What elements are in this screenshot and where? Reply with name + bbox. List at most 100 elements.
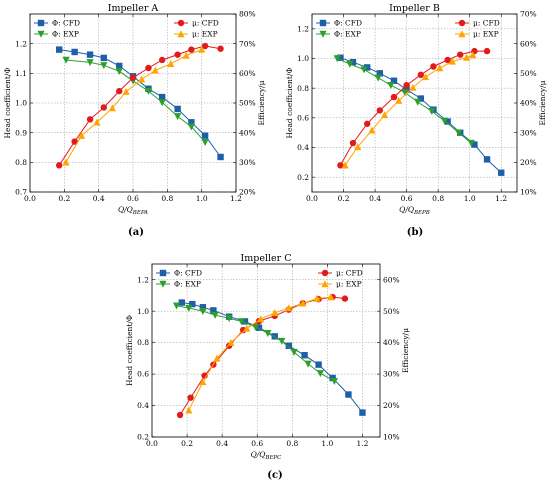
data-point bbox=[341, 295, 349, 302]
y-left-tick-label: 0.9 bbox=[15, 128, 27, 137]
data-point bbox=[187, 394, 194, 401]
x-tick-label: 0.8 bbox=[286, 439, 298, 448]
data-point bbox=[201, 42, 209, 50]
data-point bbox=[462, 53, 471, 61]
y-right-tick-label: 50% bbox=[520, 69, 537, 78]
data-point bbox=[77, 131, 86, 139]
legend-marker bbox=[458, 19, 466, 27]
legend-label: μ: CFD bbox=[192, 19, 219, 28]
data-point bbox=[198, 45, 206, 53]
panel-caption: (c) bbox=[267, 470, 283, 481]
data-point bbox=[62, 158, 70, 166]
data-point bbox=[182, 51, 190, 59]
chart-panel-c: 0.0 0.2 0.4 0.6 0.8 1.0 1.20.20.40.60.81.01.21… bbox=[125, 253, 410, 481]
data-point bbox=[483, 156, 491, 163]
data-point bbox=[217, 153, 224, 161]
y-right-tick-label: 40% bbox=[239, 128, 256, 137]
data-point bbox=[225, 315, 233, 323]
data-point bbox=[301, 352, 308, 359]
data-point bbox=[421, 73, 430, 81]
legend-label: μ: EXP bbox=[192, 30, 218, 39]
series-line bbox=[176, 305, 335, 382]
plot-frame bbox=[151, 263, 381, 438]
x-tick-label: 0.6 bbox=[127, 194, 139, 203]
y-left-tick-label: 1.2 bbox=[15, 39, 27, 48]
x-tick-label: 0.4 bbox=[216, 439, 228, 448]
data-point bbox=[187, 123, 195, 131]
data-point bbox=[278, 337, 286, 345]
legend-marker bbox=[458, 30, 466, 38]
y-right-tick-label: 40% bbox=[520, 99, 537, 108]
data-point bbox=[116, 62, 123, 70]
y-right-tick-label: 50% bbox=[383, 307, 400, 316]
legend-label: Φ: EXP bbox=[174, 280, 201, 289]
legend-marker bbox=[37, 19, 45, 27]
data-point bbox=[346, 60, 354, 68]
data-point bbox=[403, 82, 410, 89]
y-axis-label-right: Efficiency/μ bbox=[401, 328, 410, 373]
data-point bbox=[327, 293, 335, 301]
y-left-tick-label: 0.6 bbox=[137, 370, 149, 379]
data-point bbox=[62, 56, 70, 64]
data-point bbox=[414, 98, 422, 106]
legend-marker bbox=[177, 19, 185, 27]
data-point bbox=[217, 45, 224, 52]
series-line bbox=[65, 49, 202, 163]
data-point bbox=[144, 87, 153, 95]
legend-marker bbox=[321, 280, 329, 288]
y-left-tick-label: 0.4 bbox=[297, 143, 309, 152]
y-right-tick-label: 20% bbox=[520, 158, 537, 167]
y-right-tick-label: 30% bbox=[239, 158, 256, 167]
data-point bbox=[108, 104, 116, 112]
legend-label: μ: EXP bbox=[473, 30, 499, 39]
data-point bbox=[448, 57, 456, 65]
x-tick-label: 0.4 bbox=[93, 194, 105, 203]
data-point bbox=[199, 307, 207, 315]
data-point bbox=[255, 324, 263, 331]
legend-label: Φ: EXP bbox=[334, 30, 361, 39]
data-point bbox=[158, 56, 166, 64]
data-point bbox=[376, 107, 384, 114]
series-line bbox=[179, 296, 345, 416]
data-point bbox=[210, 307, 217, 314]
y-left-tick-label: 0.7 bbox=[15, 188, 27, 197]
data-point bbox=[483, 47, 491, 55]
data-point bbox=[401, 89, 409, 97]
data-point bbox=[428, 107, 436, 115]
data-point bbox=[271, 308, 279, 316]
data-point bbox=[185, 304, 193, 312]
y-axis-label-right: Efficiency/μ bbox=[257, 80, 266, 125]
data-point bbox=[199, 304, 207, 311]
data-point bbox=[349, 59, 357, 66]
x-tick-label: 0.8 bbox=[432, 194, 444, 203]
data-point bbox=[257, 315, 265, 323]
x-axis-label: Q/QBEPA bbox=[118, 205, 148, 216]
y-left-tick-label: 0.4 bbox=[137, 401, 149, 410]
series-line bbox=[181, 302, 363, 413]
data-point bbox=[374, 74, 382, 82]
data-point bbox=[115, 68, 123, 76]
x-tick-label: 0.2 bbox=[338, 194, 350, 203]
legend-label: μ: CFD bbox=[336, 269, 363, 278]
data-point bbox=[71, 138, 78, 145]
x-axis-label: Q/QBEPB bbox=[399, 205, 430, 216]
x-axis-label: Q/QBEPC bbox=[251, 450, 283, 461]
data-point bbox=[333, 55, 341, 63]
data-point bbox=[199, 378, 207, 386]
data-point bbox=[417, 95, 425, 102]
data-point bbox=[227, 338, 235, 346]
x-tick-label: 0.6 bbox=[401, 194, 413, 203]
data-point bbox=[213, 354, 221, 362]
data-point bbox=[436, 64, 444, 72]
data-point bbox=[237, 318, 246, 326]
data-point bbox=[189, 300, 196, 308]
y-left-tick-label: 1.2 bbox=[137, 275, 149, 284]
legend-marker bbox=[159, 280, 167, 288]
y-left-tick-label: 1.1 bbox=[15, 69, 27, 78]
y-left-tick-label: 0.6 bbox=[297, 113, 309, 122]
y-left-tick-label: 1.2 bbox=[297, 24, 309, 33]
data-point bbox=[363, 64, 371, 71]
x-tick-label: 0.4 bbox=[369, 194, 381, 203]
data-point bbox=[241, 318, 249, 325]
legend-marker bbox=[321, 269, 329, 277]
